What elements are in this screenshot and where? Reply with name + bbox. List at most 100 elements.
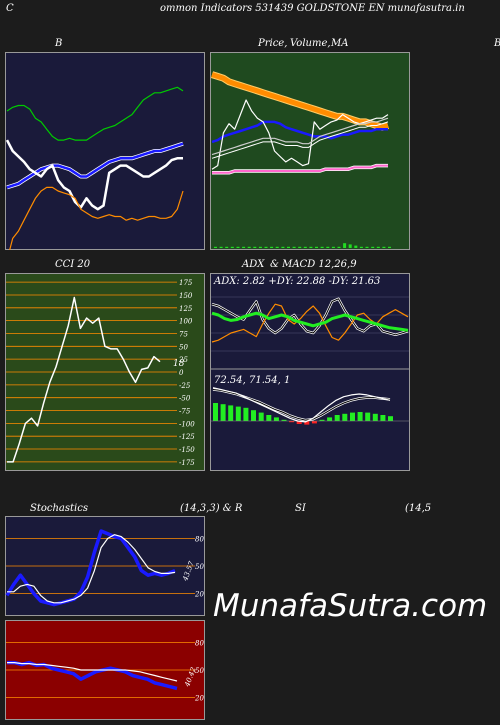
cci-tick-label: 175 (179, 279, 193, 287)
macd-hist-bar (327, 417, 333, 421)
macd-hist-bar (372, 413, 378, 421)
macd-hist-bar (258, 412, 264, 421)
volume-bar (253, 246, 257, 248)
bollinger-upper-band (6, 86, 184, 141)
rsi-panel: 80 50 20 40.42 (5, 620, 205, 720)
title-stochastics: Stochastics (30, 503, 88, 514)
macd-hist-bar (319, 419, 325, 421)
rsi-smoothed-line (7, 661, 178, 682)
volume-bar (236, 246, 240, 248)
volume-bar (309, 246, 313, 248)
volume-bar (230, 246, 234, 248)
title-bollinger: B (55, 38, 63, 49)
title-adx: ADX (242, 259, 265, 270)
volume-bar (315, 246, 318, 248)
price-chart (210, 52, 410, 250)
title-rsi: SI (295, 503, 306, 514)
volume-bar (281, 246, 285, 248)
volume-bar (348, 244, 352, 248)
macd-values: 72.54, 71.54, 1 (214, 375, 291, 386)
title-stoch-params: (14,3,3) & R (180, 503, 243, 514)
cci-tick-label: 50 (179, 343, 188, 351)
adx-bg (210, 273, 410, 471)
volume-bar (298, 246, 302, 248)
cci-tick-label: 75 (179, 330, 188, 338)
cci-tick-label: -175 (179, 459, 195, 467)
volume-bar (225, 246, 229, 248)
volume-bar (343, 243, 347, 248)
macd-hist-bar (342, 413, 348, 421)
macd-hist-bar (357, 412, 363, 421)
stoch-d-line (7, 534, 176, 604)
macd-hist-bar (289, 421, 295, 423)
cci-chart: 175 150 125 100 75 50 25 0 -25 -50 -75 -100 -125 -150… (5, 273, 205, 471)
title-price: Price, (258, 38, 288, 49)
macd-hist-bar (251, 410, 256, 421)
ma-gray-pair (211, 121, 389, 159)
volume-bar (287, 246, 290, 248)
header-left: C (6, 3, 14, 14)
volume-bar (219, 246, 223, 248)
title-macd: & MACD 12,26,9 (270, 259, 357, 270)
volume-bar (270, 246, 274, 248)
cci-tick-label: -150 (179, 446, 195, 454)
macd-hist-bar (350, 412, 355, 421)
macd-hist-bar (235, 406, 241, 421)
cci-tick-label: 125 (179, 305, 193, 313)
ma-blue (211, 120, 388, 144)
bollinger-panel (5, 52, 205, 250)
stoch-tick-label: 80 (195, 535, 204, 543)
cci-panel: 175 150 125 100 75 50 25 0 -25 -50 -75 -100 -125 -150… (5, 273, 205, 471)
macd-hist-bar (311, 421, 317, 424)
volume-bar (331, 246, 335, 248)
volume-bar (382, 246, 386, 248)
volume-bar (264, 246, 268, 248)
macd-hist-bar (388, 416, 393, 421)
cci-tick-label: 150 (179, 292, 193, 300)
volume-bar (303, 246, 307, 248)
title-rsi-params: (14,5 (405, 503, 432, 514)
macd-hist-bar (266, 415, 272, 421)
bollinger-bg (5, 52, 205, 250)
macd-line (212, 387, 391, 423)
volume-bar (258, 246, 262, 248)
adx-values: ADX: 2.82 +DY: 22.88 -DY: 21.63 (214, 276, 381, 287)
stochastics-panel: 80 50 20 43.57 (5, 516, 205, 616)
bollinger-price-line (5, 139, 183, 211)
header: C ommon Indicators 531439 GOLDSTONE EN m… (0, 3, 500, 17)
cci-tick-label: 25 (178, 356, 188, 364)
price-panel (210, 52, 410, 250)
volume-bar (320, 246, 324, 248)
title-ma: MA (331, 38, 349, 49)
macd-hist-bar (213, 403, 218, 421)
volume-bar (371, 246, 375, 248)
watermark: MunafaSutra.com (213, 588, 488, 624)
cci-tick-label: 0 (179, 369, 184, 377)
adx-macd-chart (210, 273, 410, 471)
macd-hist-bar (304, 421, 310, 425)
ma-long-orange (211, 72, 389, 130)
cci-line (7, 296, 161, 463)
volume-bar (388, 246, 391, 248)
rsi-tick-label: 50 (195, 667, 204, 675)
volume-bar (354, 245, 358, 248)
volume-bar (376, 246, 380, 248)
macd-hist-bar (296, 421, 302, 424)
volume-bar (275, 246, 279, 248)
adx-macd-panel (210, 273, 410, 471)
ma-gray (211, 117, 389, 156)
cci-tick-label: -100 (179, 420, 195, 428)
stoch-tick-label: 20 (194, 591, 204, 599)
macd-hist-bar (273, 417, 279, 421)
volume-bar (359, 246, 363, 248)
bollinger-lower-band (9, 186, 184, 250)
rsi-tick-label: 20 (194, 695, 204, 703)
macd-hist-bar (220, 404, 226, 421)
macd-hist-bar (334, 415, 340, 421)
macd-hist-bar (380, 415, 386, 421)
cci-tick-label: -125 (179, 433, 195, 441)
macd-hist-bar (281, 419, 287, 421)
rsi-tick-label: 80 (195, 639, 204, 647)
cci-tick-label: -50 (179, 395, 191, 403)
